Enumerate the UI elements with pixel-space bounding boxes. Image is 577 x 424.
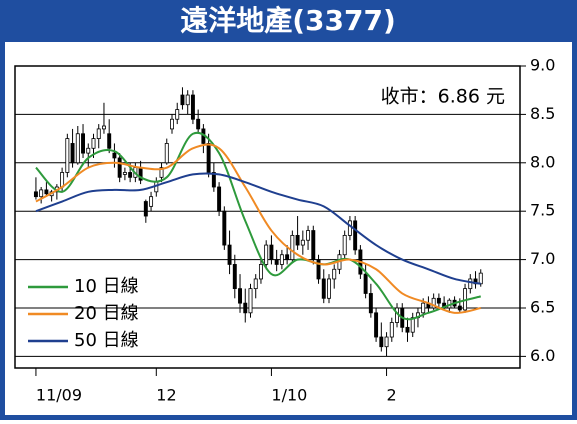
candle-body bbox=[211, 172, 216, 188]
candle-body bbox=[347, 220, 352, 236]
candle-body bbox=[206, 143, 211, 173]
y-tick-label: 7.0 bbox=[530, 249, 555, 268]
candle-body bbox=[70, 143, 75, 164]
candle-body bbox=[405, 326, 410, 333]
candle-body bbox=[227, 244, 232, 265]
candle-body bbox=[75, 133, 80, 164]
candle-body bbox=[196, 118, 201, 130]
candle-body bbox=[122, 172, 127, 175]
y-tick-label: 8.0 bbox=[530, 152, 555, 171]
y-tick-label: 9.0 bbox=[530, 56, 555, 75]
candle-body bbox=[300, 239, 305, 246]
candle-body bbox=[332, 268, 337, 280]
candle-body bbox=[478, 272, 483, 285]
candle-body bbox=[39, 189, 44, 198]
candle-body bbox=[379, 336, 384, 348]
x-tick-label: 1/10 bbox=[271, 386, 307, 405]
candle-body bbox=[128, 172, 133, 178]
candle-body bbox=[258, 264, 263, 280]
x-tick-label: 2 bbox=[387, 386, 397, 405]
candle-body bbox=[180, 94, 185, 106]
candle-body bbox=[175, 109, 180, 120]
candle-body bbox=[321, 278, 326, 299]
candle-body bbox=[253, 278, 258, 290]
candle-body bbox=[368, 293, 373, 314]
candle-body bbox=[149, 196, 154, 207]
candle-body bbox=[44, 189, 49, 195]
candle-body bbox=[264, 244, 269, 265]
candle-body bbox=[363, 273, 368, 294]
candle-body bbox=[65, 138, 70, 173]
candle-body bbox=[170, 118, 174, 130]
candle-body bbox=[279, 254, 284, 265]
candle-body bbox=[33, 191, 38, 198]
candle-body bbox=[389, 322, 394, 338]
legend-label: 50 日線 bbox=[74, 330, 139, 351]
candle-body bbox=[81, 133, 86, 154]
ma-line bbox=[35, 131, 482, 321]
candle-body bbox=[374, 312, 379, 338]
candle-body bbox=[431, 297, 436, 309]
candle-body bbox=[384, 336, 389, 348]
candle-body bbox=[243, 302, 248, 314]
candle-body bbox=[101, 125, 106, 130]
candle-body bbox=[274, 259, 279, 265]
candle-body bbox=[421, 302, 426, 314]
y-tick-label: 6.5 bbox=[530, 297, 555, 316]
candle-body bbox=[190, 94, 195, 120]
y-tick-label: 8.5 bbox=[530, 104, 555, 123]
annotation: 收市：6.86 元 bbox=[381, 86, 505, 108]
panel bbox=[5, 42, 572, 415]
candle-body bbox=[311, 230, 316, 260]
candle-body bbox=[143, 201, 148, 217]
ma-line bbox=[35, 143, 481, 314]
candle-body bbox=[185, 94, 190, 106]
legend-label: 10 日線 bbox=[74, 276, 139, 297]
candle-body bbox=[232, 264, 237, 290]
candle-body bbox=[269, 244, 274, 260]
y-tick-label: 6.0 bbox=[530, 346, 555, 365]
x-tick-label: 12 bbox=[156, 386, 176, 405]
candle-body bbox=[410, 317, 415, 333]
candle-body bbox=[457, 305, 462, 311]
candle-body bbox=[117, 157, 122, 178]
legend-label: 20 日線 bbox=[74, 303, 139, 324]
chart-title: 遠洋地產(3377) bbox=[180, 4, 396, 37]
candle-body bbox=[285, 254, 290, 260]
candle-body bbox=[91, 138, 96, 149]
candle-body bbox=[238, 288, 242, 304]
candle-body bbox=[327, 278, 331, 299]
candle-body bbox=[353, 220, 358, 251]
candle-body bbox=[468, 278, 473, 290]
candle-body bbox=[222, 210, 227, 246]
candle-body bbox=[248, 288, 253, 314]
candle-body bbox=[290, 234, 295, 260]
candle-body bbox=[112, 152, 117, 159]
candle-body bbox=[164, 143, 169, 164]
candle-body bbox=[217, 186, 222, 212]
x-tick-label: 11/09 bbox=[36, 386, 82, 405]
y-tick-label: 7.5 bbox=[530, 201, 555, 220]
candle-body bbox=[86, 147, 91, 154]
candle-body bbox=[60, 172, 65, 188]
candle-body bbox=[436, 297, 441, 304]
candle-body bbox=[342, 234, 347, 256]
candle-body bbox=[295, 234, 300, 246]
ma-line bbox=[35, 172, 481, 285]
candle-body bbox=[96, 128, 101, 139]
candle-body bbox=[316, 259, 321, 280]
candle-body bbox=[107, 133, 112, 149]
candle-body bbox=[306, 230, 311, 241]
candle-body bbox=[159, 167, 164, 178]
